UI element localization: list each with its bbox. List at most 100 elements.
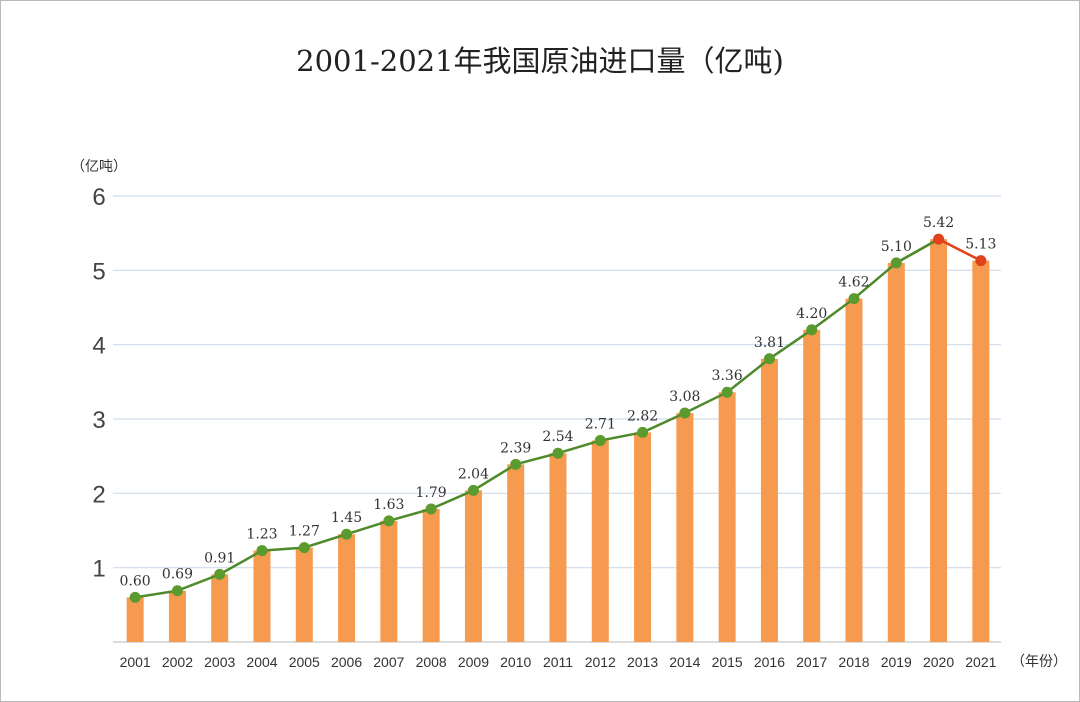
bar-2004 bbox=[253, 550, 271, 642]
x-tick-label-2020: 2020 bbox=[923, 654, 954, 670]
data-label-2005: 1.27 bbox=[289, 524, 320, 540]
bar-2015 bbox=[718, 392, 736, 642]
bar-2017 bbox=[803, 329, 821, 642]
marker-2014 bbox=[679, 407, 691, 419]
marker-2020 bbox=[933, 233, 945, 245]
data-label-2018: 4.62 bbox=[838, 275, 869, 291]
marker-2003 bbox=[214, 568, 226, 580]
marker-2012 bbox=[594, 435, 606, 447]
x-tick-label-2003: 2003 bbox=[204, 654, 235, 670]
marker-2017 bbox=[806, 324, 818, 336]
data-label-2019: 5.10 bbox=[881, 239, 912, 255]
data-label-2010: 2.39 bbox=[500, 440, 531, 456]
marker-2019 bbox=[890, 257, 902, 269]
data-label-2009: 2.04 bbox=[458, 466, 489, 482]
bar-2007 bbox=[380, 520, 398, 642]
marker-2010 bbox=[510, 458, 522, 470]
line-markers bbox=[129, 233, 987, 603]
chart-title: 2001-2021年我国原油进口量（亿吨) bbox=[296, 44, 784, 78]
data-label-2007: 1.63 bbox=[373, 497, 404, 513]
trend-line-highlight bbox=[938, 237, 982, 262]
x-tick-label-2018: 2018 bbox=[838, 654, 869, 670]
x-tick-label-2005: 2005 bbox=[289, 654, 320, 670]
data-label-2008: 1.79 bbox=[416, 485, 447, 501]
x-tick-labels: 2001 2002 2003 2004 2005 2006 2007 2008 2009 2010… bbox=[120, 654, 997, 670]
y-tick-label: 4 bbox=[92, 333, 105, 360]
x-tick-label-2009: 2009 bbox=[458, 654, 489, 670]
line-series bbox=[134, 237, 982, 599]
bar-2018 bbox=[845, 298, 863, 642]
bar-series bbox=[126, 239, 990, 642]
bar-2021 bbox=[972, 260, 990, 642]
y-tick-label: 5 bbox=[92, 258, 105, 285]
bar-2016 bbox=[760, 358, 778, 642]
x-tick-label-2014: 2014 bbox=[669, 654, 700, 670]
bar-2011 bbox=[549, 453, 567, 642]
bar-2012 bbox=[591, 440, 609, 642]
data-label-2004: 1.23 bbox=[246, 527, 277, 543]
bar-2005 bbox=[295, 547, 313, 642]
bar-2020 bbox=[930, 239, 948, 642]
bar-2013 bbox=[634, 432, 652, 642]
x-tick-label-2021: 2021 bbox=[965, 654, 996, 670]
bar-2014 bbox=[676, 413, 694, 642]
trend-line-segment bbox=[895, 238, 940, 264]
x-axis-label: （年份） bbox=[1011, 654, 1067, 670]
x-tick-label-2007: 2007 bbox=[373, 654, 404, 670]
data-label-2021: 5.13 bbox=[965, 237, 996, 253]
x-tick-label-2008: 2008 bbox=[416, 654, 447, 670]
marker-2011 bbox=[552, 447, 564, 459]
marker-2002 bbox=[171, 585, 183, 597]
marker-2004 bbox=[256, 545, 268, 557]
bar-2008 bbox=[422, 508, 440, 642]
data-label-2002: 0.69 bbox=[162, 567, 193, 583]
data-label-2017: 4.20 bbox=[796, 306, 827, 322]
data-label-2003: 0.91 bbox=[204, 550, 235, 566]
marker-2001 bbox=[129, 591, 141, 603]
data-label-2013: 2.82 bbox=[627, 408, 658, 424]
data-label-2011: 2.54 bbox=[542, 429, 573, 445]
trend-line bbox=[134, 238, 940, 599]
data-label-2016: 3.81 bbox=[754, 335, 785, 351]
x-tick-label-2004: 2004 bbox=[246, 654, 277, 670]
y-tick-label: 1 bbox=[92, 556, 105, 583]
bar-2006 bbox=[338, 534, 356, 642]
marker-2008 bbox=[425, 503, 437, 515]
bar-2009 bbox=[464, 490, 482, 642]
x-tick-label-2006: 2006 bbox=[331, 654, 362, 670]
x-tick-label-2002: 2002 bbox=[162, 654, 193, 670]
bar-2010 bbox=[507, 464, 525, 642]
marker-2006 bbox=[341, 528, 353, 540]
data-label-2015: 3.36 bbox=[712, 368, 743, 384]
x-tick-label-2019: 2019 bbox=[881, 654, 912, 670]
y-tick-label: 3 bbox=[92, 407, 105, 434]
x-tick-label-2015: 2015 bbox=[712, 654, 743, 670]
bar-2002 bbox=[168, 590, 186, 642]
x-tick-label-2017: 2017 bbox=[796, 654, 827, 670]
marker-2013 bbox=[637, 426, 649, 438]
x-tick-label-2011: 2011 bbox=[543, 654, 573, 670]
marker-2016 bbox=[763, 353, 775, 365]
data-label-2012: 2.71 bbox=[585, 417, 616, 433]
bar-2003 bbox=[211, 574, 229, 642]
y-axis-label: （亿吨） bbox=[71, 159, 127, 175]
marker-2018 bbox=[848, 293, 860, 305]
bar-2001 bbox=[126, 597, 144, 642]
x-tick-label-2001: 2001 bbox=[120, 654, 151, 670]
data-label-2020: 5.42 bbox=[923, 215, 954, 231]
data-label-2006: 1.45 bbox=[331, 510, 362, 526]
bar-2019 bbox=[887, 262, 905, 642]
x-tick-label-2010: 2010 bbox=[500, 654, 531, 670]
x-tick-label-2016: 2016 bbox=[754, 654, 785, 670]
y-tick-labels: 1 2 3 4 5 6 bbox=[92, 184, 105, 583]
data-label-2001: 0.60 bbox=[120, 573, 151, 589]
marker-2021 bbox=[975, 255, 987, 267]
marker-2005 bbox=[298, 542, 310, 554]
marker-2007 bbox=[383, 515, 395, 527]
marker-2015 bbox=[721, 386, 733, 398]
data-labels: 0.60 0.69 0.91 1.23 1.27 1.45 1.63 1.79 2.04 2.39… bbox=[120, 215, 997, 589]
x-tick-label-2013: 2013 bbox=[627, 654, 658, 670]
y-tick-label: 2 bbox=[92, 481, 105, 508]
